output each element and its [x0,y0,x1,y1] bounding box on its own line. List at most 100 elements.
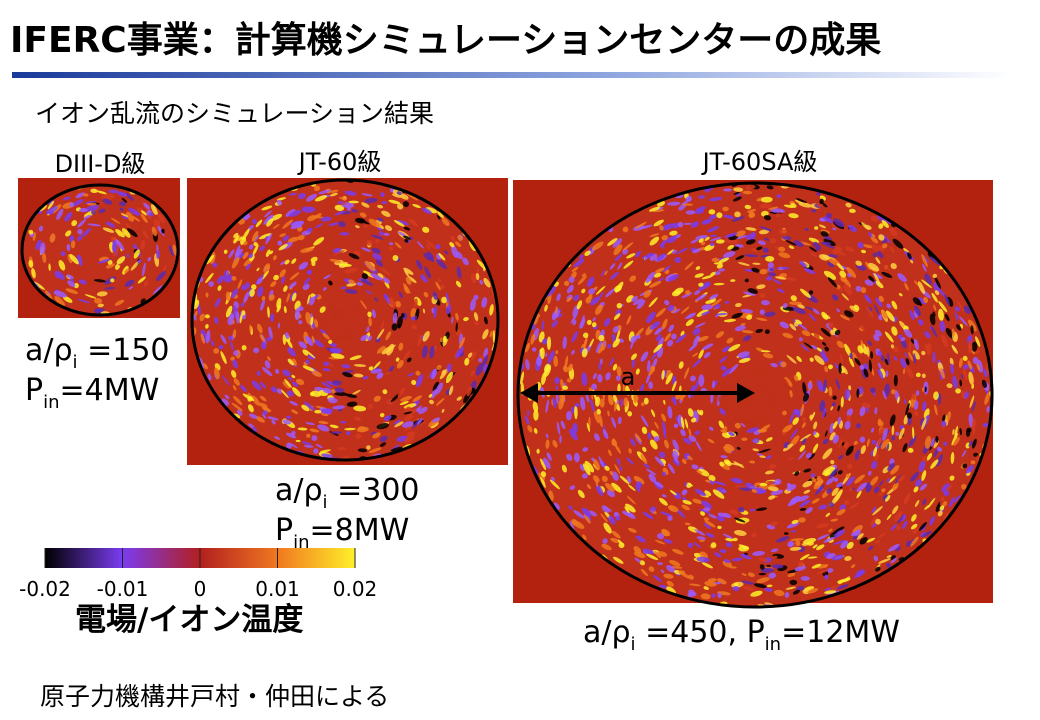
eddy [448,385,454,396]
eddy [678,361,684,369]
eddy [675,247,689,255]
eddy [811,498,820,504]
eddy [431,368,437,380]
eddy [910,523,918,530]
eddy [975,455,980,463]
eddy [614,444,622,454]
eddy [971,341,978,352]
eddy [699,539,705,542]
eddy [954,425,959,438]
eddy [635,484,641,493]
eddy [859,324,866,331]
eddy [70,278,75,283]
caption-part: =4MW [60,373,160,408]
eddy [939,367,945,379]
eddy [643,289,652,298]
eddy [79,208,88,213]
eddy [667,201,681,206]
eddy [794,565,807,572]
eddy [710,271,717,276]
eddy [297,193,306,199]
eddy [796,355,802,363]
eddy [119,207,124,212]
eddy [31,267,36,279]
eddy [966,465,974,474]
eddy [953,494,961,503]
eddy [321,453,334,459]
eddy [761,300,770,306]
eddy [666,580,674,587]
eddy [836,263,845,271]
eddy [322,332,330,340]
eddy [137,258,142,264]
plasma-boundary [190,178,500,462]
eddy [721,367,732,378]
eddy [634,221,647,229]
eddy [231,256,240,269]
eddy [653,219,664,227]
eddy [953,437,960,446]
eddy [951,328,955,337]
eddy [301,404,310,412]
eddy [710,542,717,548]
eddy [820,327,831,337]
eddy [659,451,666,459]
eddy [834,529,845,538]
eddy [291,374,296,379]
eddy [65,230,72,237]
eddy [44,290,53,299]
eddy [646,468,657,476]
eddy [767,262,774,269]
eddy [553,502,560,510]
eddy [457,234,463,241]
eddy [402,350,411,361]
eddy [446,304,452,315]
eddy [734,517,746,523]
eddy [981,379,987,389]
subscript: in [293,532,309,553]
eddy [724,238,739,244]
eddy [281,276,285,285]
eddy [848,356,855,368]
eddy [322,287,327,291]
eddy [798,241,812,246]
eddy [313,448,319,454]
eddy [115,229,125,238]
eddy [707,226,720,233]
eddy [812,443,819,454]
eddy [751,532,757,538]
eddy [276,297,282,309]
eddy [230,341,234,351]
eddy [322,387,332,394]
eddy [671,290,681,297]
eddy [657,562,664,566]
eddy [810,252,818,257]
eddy [641,402,645,407]
eddy [933,391,939,400]
eddy [877,368,884,380]
eddy [361,273,369,280]
eddy [418,421,426,426]
eddy [569,428,578,441]
eddy [101,193,115,201]
eddy [566,296,573,302]
eddy [901,520,908,530]
eddy [904,328,913,338]
eddy [828,528,833,532]
eddy [640,351,649,362]
eddy [886,555,892,558]
eddy [341,364,351,369]
eddy [639,560,646,566]
eddy [383,293,391,305]
eddy [640,454,648,464]
eddy [930,325,938,337]
eddy [596,408,601,415]
eddy [285,208,296,217]
eddy [888,543,900,552]
eddy [803,468,812,473]
eddy [843,284,852,295]
caption-part: =8MW [310,513,410,548]
eddy [771,564,784,569]
eddy [581,348,588,358]
